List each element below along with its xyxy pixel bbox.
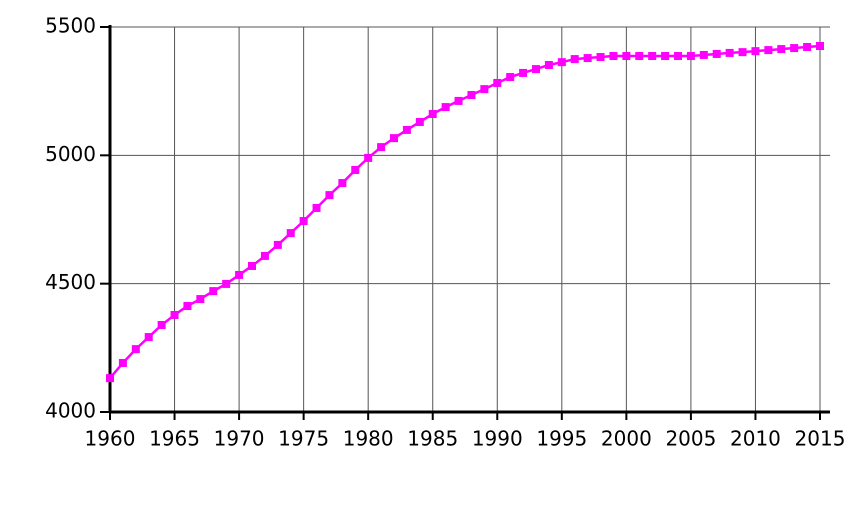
marker — [777, 45, 786, 54]
marker — [674, 52, 682, 61]
marker — [299, 217, 308, 226]
marker — [661, 52, 670, 61]
x-tick-label: 1965 — [149, 427, 200, 451]
marker — [415, 117, 424, 126]
marker — [273, 240, 282, 249]
marker — [106, 374, 114, 383]
marker — [286, 229, 295, 238]
x-tick-label: 2010 — [730, 427, 781, 451]
marker — [338, 179, 347, 188]
marker — [351, 165, 360, 174]
marker — [196, 295, 205, 304]
marker — [209, 287, 218, 296]
marker — [325, 191, 334, 200]
marker — [467, 91, 476, 100]
marker — [441, 103, 450, 112]
marker — [402, 125, 411, 134]
marker — [583, 54, 592, 63]
marker — [390, 134, 398, 143]
marker — [260, 251, 269, 260]
marker — [364, 153, 373, 162]
marker — [790, 44, 799, 53]
marker — [312, 203, 321, 212]
marker — [144, 333, 153, 342]
marker — [544, 60, 553, 69]
x-tick-label: 2005 — [665, 427, 716, 451]
marker — [699, 50, 708, 59]
marker — [557, 58, 566, 67]
x-tick-label: 2015 — [795, 427, 846, 451]
marker — [118, 358, 127, 367]
x-tick-label: 1975 — [278, 427, 329, 451]
marker — [609, 52, 618, 61]
marker — [751, 47, 760, 56]
x-tick-label: 2000 — [601, 427, 652, 451]
x-tick-label: 1960 — [85, 427, 136, 451]
x-tick-label: 1990 — [472, 427, 523, 451]
line — [109, 44, 821, 379]
y-tick-label: 4500 — [45, 270, 96, 294]
x-tick-label: 1995 — [536, 427, 587, 451]
marker — [712, 49, 721, 58]
marker — [480, 85, 489, 94]
x-tick-label: 1980 — [343, 427, 394, 451]
marker — [454, 96, 463, 105]
marker — [622, 52, 631, 61]
marker — [686, 52, 695, 61]
marker — [648, 52, 657, 61]
marker — [803, 43, 812, 52]
marker — [519, 68, 528, 77]
marker — [377, 143, 386, 152]
marker — [157, 320, 166, 329]
marker — [506, 73, 515, 82]
marker — [493, 78, 502, 87]
x-tick-label: 1985 — [407, 427, 458, 451]
marker — [428, 110, 437, 119]
marker — [596, 53, 605, 62]
marker — [183, 301, 192, 310]
marker — [222, 279, 231, 288]
marker — [764, 46, 773, 55]
x-tick-label: 1970 — [214, 427, 265, 451]
marker — [131, 345, 140, 354]
y-tick-label: 4000 — [45, 399, 96, 423]
marker — [532, 65, 540, 74]
marker — [635, 52, 644, 61]
marker — [570, 55, 579, 64]
marker — [235, 270, 244, 279]
y-tick-label: 5000 — [45, 142, 96, 166]
marker — [816, 41, 824, 50]
marker — [170, 310, 179, 319]
marker — [248, 261, 256, 270]
marker — [738, 48, 747, 57]
marker — [725, 48, 734, 57]
y-tick-label: 5500 — [45, 14, 96, 38]
